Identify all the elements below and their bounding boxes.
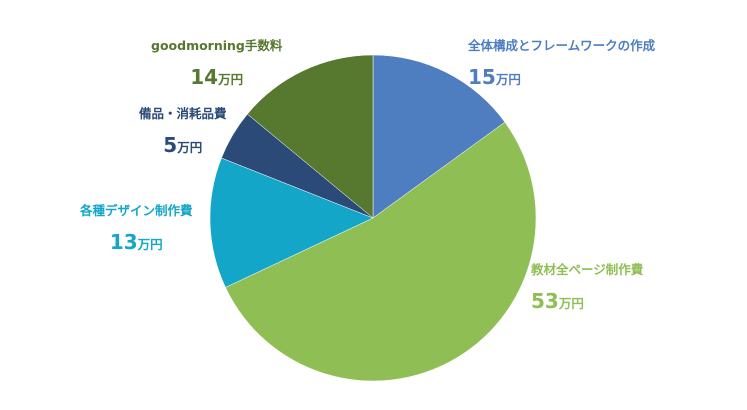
pie-slice (209, 157, 374, 288)
slice-name: 各種デザイン制作費 (80, 203, 193, 218)
slice-value: 5万円 (163, 132, 203, 157)
slice-value: 13万円 (109, 229, 163, 254)
slice-name: 備品・消耗品費 (139, 106, 227, 121)
slice-value: 53万円 (531, 288, 584, 313)
slice-label-framework: 全体構成とフレームワークの作成 15万円 (468, 38, 656, 89)
slice-name: 教材全ページ制作費 (531, 262, 644, 277)
pie-slice (247, 54, 374, 219)
slice-label-pages: 教材全ページ制作費 53万円 (531, 262, 644, 313)
slice-name: goodmorning手数料 (151, 38, 283, 53)
slice-value: 14万円 (190, 64, 244, 89)
pie-slice (372, 54, 506, 219)
slice-label-design: 各種デザイン制作費 13万円 (80, 203, 193, 254)
slice-label-supplies: 備品・消耗品費 5万円 (139, 106, 227, 157)
pie-slice (225, 121, 537, 382)
slice-value: 15万円 (468, 64, 521, 89)
slice-label-fee: goodmorning手数料 14万円 (151, 38, 283, 89)
slice-name: 全体構成とフレームワークの作成 (468, 38, 656, 53)
